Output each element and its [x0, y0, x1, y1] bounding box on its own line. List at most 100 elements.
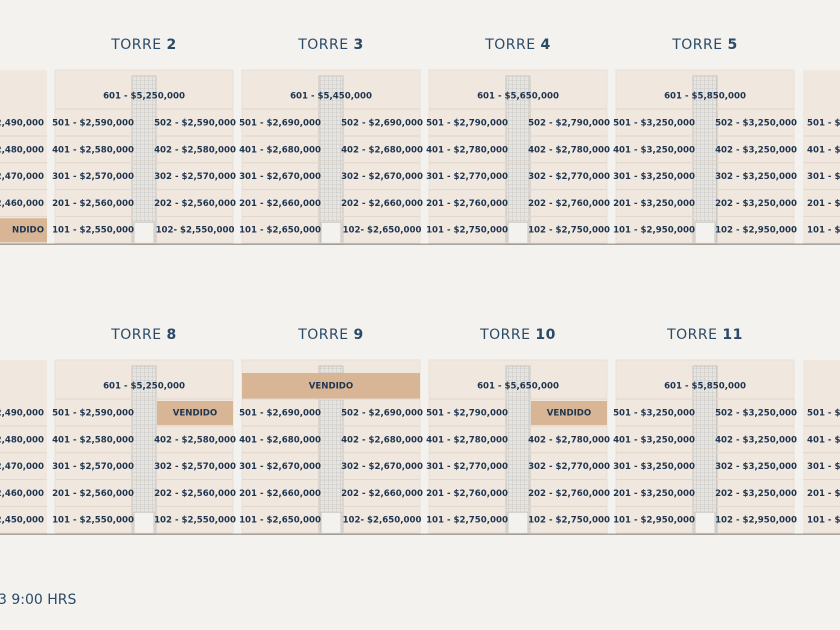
stair-base [320, 221, 342, 245]
unit-price: 302 - $2,770,000 [528, 462, 610, 472]
unit-price: 202 - $2,760,000 [528, 199, 610, 209]
unit-price: 402 - $3,250,000 [715, 145, 797, 155]
tower-label: TORRE [671, 37, 722, 53]
unit-price: 101 - $2 [807, 226, 840, 236]
unit-price: $2,470,000 [0, 462, 44, 472]
unit-price: 501 - $2,590,000 [52, 119, 134, 129]
stair-base [507, 221, 529, 245]
tower-title: TORRE 10 [479, 327, 556, 343]
unit-price: 101 - $2,950,000 [613, 516, 695, 526]
unit-price: 502 - $2,790,000 [528, 119, 610, 129]
unit-price: 101 - $2 [807, 516, 840, 526]
unit-price: 102- $2,650,000 [343, 226, 422, 236]
unit-price: 501 - $3 [807, 409, 840, 419]
unit-price: VENDIDO [309, 382, 353, 392]
stair-base [694, 221, 716, 245]
unit-price: $2,460,000 [0, 199, 44, 209]
sold-cell [531, 401, 607, 425]
unit-price: 301 - $2,670,000 [239, 172, 321, 182]
tower-number: 5 [728, 37, 738, 53]
unit-price: 102 - $2,750,000 [528, 226, 610, 236]
unit-price: 201 - $2,660,000 [239, 199, 321, 209]
unit-price: 201 - $2 [807, 489, 840, 499]
unit-price: 102 - $2,950,000 [715, 226, 797, 236]
tower-label: TORRE [666, 327, 717, 343]
building [0, 70, 47, 245]
unit-price: 401 - $2,580,000 [52, 435, 134, 445]
building [803, 70, 840, 245]
tower-number: 2 [167, 37, 177, 53]
unit-price: 102 - $2,950,000 [715, 516, 797, 526]
unit-price: 501 - $3,250,000 [613, 409, 695, 419]
unit-price: 501 - $2,590,000 [52, 409, 134, 419]
tower-title: TORRE 2 [110, 37, 177, 53]
unit-price: 301 - $2,570,000 [52, 172, 134, 182]
unit-price: 402 - $2,780,000 [528, 145, 610, 155]
unit-price: 502 - $2,590,000 [154, 119, 236, 129]
unit-price: 302 - $3,250,000 [715, 462, 797, 472]
unit-price: 201 - $2,660,000 [239, 489, 321, 499]
tower-title: TORRE 5 [671, 37, 738, 53]
unit-price: 401 - $2,780,000 [426, 145, 508, 155]
tower-label: TORRE [297, 37, 348, 53]
tower-number: 8 [167, 327, 177, 343]
unit-price: 301 - $3,250,000 [613, 172, 695, 182]
unit-price: 502 - $2,690,000 [341, 119, 423, 129]
unit-price: $2,480,000 [0, 145, 44, 155]
unit-price: 502 - $3,250,000 [715, 119, 797, 129]
unit-price: 101 - $2,750,000 [426, 516, 508, 526]
unit-price: VENDIDO [173, 409, 217, 419]
tower-label: TORRE [484, 37, 535, 53]
unit-price: 601 - $5,850,000 [664, 92, 746, 102]
tower-title: TORRE 4 [484, 37, 551, 53]
unit-price: 502 - $3,250,000 [715, 409, 797, 419]
tower-number: 11 [722, 327, 742, 343]
unit-price: $2,470,000 [0, 172, 44, 182]
tower-number: 3 [354, 37, 364, 53]
unit-price: 202 - $2,760,000 [528, 489, 610, 499]
unit-price: 402 - $3,250,000 [715, 435, 797, 445]
unit-price: 401 - $3,250,000 [613, 145, 695, 155]
unit-price: 501 - $2,790,000 [426, 119, 508, 129]
tower-title: TORRE 11 [666, 327, 743, 343]
unit-price: 302 - $3,250,000 [715, 172, 797, 182]
unit-price: 601 - $5,650,000 [477, 382, 559, 392]
unit-price: $2,490,000 [0, 119, 44, 129]
unit-price: 302 - $2,570,000 [154, 172, 236, 182]
building [0, 360, 47, 535]
unit-price: 301 - $3,250,000 [613, 462, 695, 472]
tower-label: TORRE [110, 327, 161, 343]
unit-price: 401 - $2,580,000 [52, 145, 134, 155]
sold-cell [157, 401, 233, 425]
tower-title: TORRE 8 [110, 327, 177, 343]
tower-number: 9 [354, 327, 364, 343]
unit-price: 501 - $2,690,000 [239, 409, 321, 419]
unit-price: 202 - $2,560,000 [154, 199, 236, 209]
unit-price: 301 - $2 [807, 462, 840, 472]
unit-price: 601 - $5,850,000 [664, 382, 746, 392]
unit-price: 302 - $2,670,000 [341, 172, 423, 182]
unit-price: 401 - $2,680,000 [239, 145, 321, 155]
unit-price: 201 - $2,560,000 [52, 489, 134, 499]
unit-price: 101 - $2,950,000 [613, 226, 695, 236]
unit-price: 302 - $2,770,000 [528, 172, 610, 182]
unit-price: 501 - $3 [807, 119, 840, 129]
unit-price: 501 - $3,250,000 [613, 119, 695, 129]
unit-price: $2,460,000 [0, 489, 44, 499]
stair-base [507, 511, 529, 535]
unit-price: 201 - $3,250,000 [613, 199, 695, 209]
unit-price: VENDIDO [547, 409, 591, 419]
unit-price: 401 - $2,780,000 [426, 435, 508, 445]
unit-price: 301 - $2,670,000 [239, 462, 321, 472]
unit-price: 301 - $2,770,000 [426, 172, 508, 182]
unit-price: 501 - $2,790,000 [426, 409, 508, 419]
building [803, 360, 840, 535]
tower-label: TORRE [479, 327, 530, 343]
unit-price: 101 - $2,550,000 [52, 516, 134, 526]
tower-label: TORRE [110, 37, 161, 53]
unit-price: 301 - $2,770,000 [426, 462, 508, 472]
tower-title: TORRE 3 [297, 37, 364, 53]
unit-price: 402 - $2,680,000 [341, 145, 423, 155]
unit-price: 202 - $3,250,000 [715, 489, 797, 499]
